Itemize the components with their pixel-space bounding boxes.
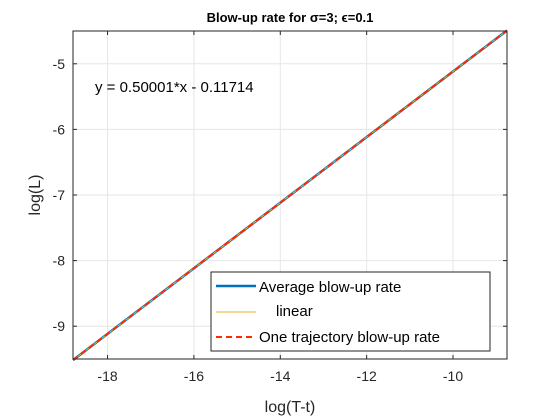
y-tick-label: -6	[53, 121, 66, 137]
x-tick-label: -16	[184, 368, 204, 384]
y-tick-label: -7	[53, 187, 66, 203]
y-axis-label: log(L)	[27, 175, 44, 216]
legend: Average blow-up rate linear One trajecto…	[210, 271, 491, 352]
y-tick-label: -5	[53, 56, 66, 72]
series-line-one-trajectory	[72, 29, 508, 361]
series-layer	[72, 29, 508, 362]
x-tick-label: -12	[357, 368, 377, 384]
y-tick-label: -9	[53, 318, 66, 334]
legend-box	[210, 271, 491, 352]
legend-label-average: Average blow-up rate	[259, 279, 401, 296]
chart-title: Blow-up rate for σ=3; ϵ=0.1	[207, 10, 374, 25]
x-axis-label: log(T-t)	[265, 399, 316, 416]
legend-label-linear: linear	[276, 303, 313, 320]
x-tick-label: -14	[270, 368, 290, 384]
tick-layer: -18 -16 -14 -12 -10 -9 -8 -7 -6 -5	[53, 31, 507, 384]
fit-equation-annotation: y = 0.50001*x - 0.11714	[95, 79, 254, 96]
legend-label-one-trajectory: One trajectory blow-up rate	[259, 329, 440, 346]
x-tick-label: -10	[443, 368, 463, 384]
y-tick-label: -8	[53, 253, 66, 269]
x-tick-label: -18	[97, 368, 117, 384]
